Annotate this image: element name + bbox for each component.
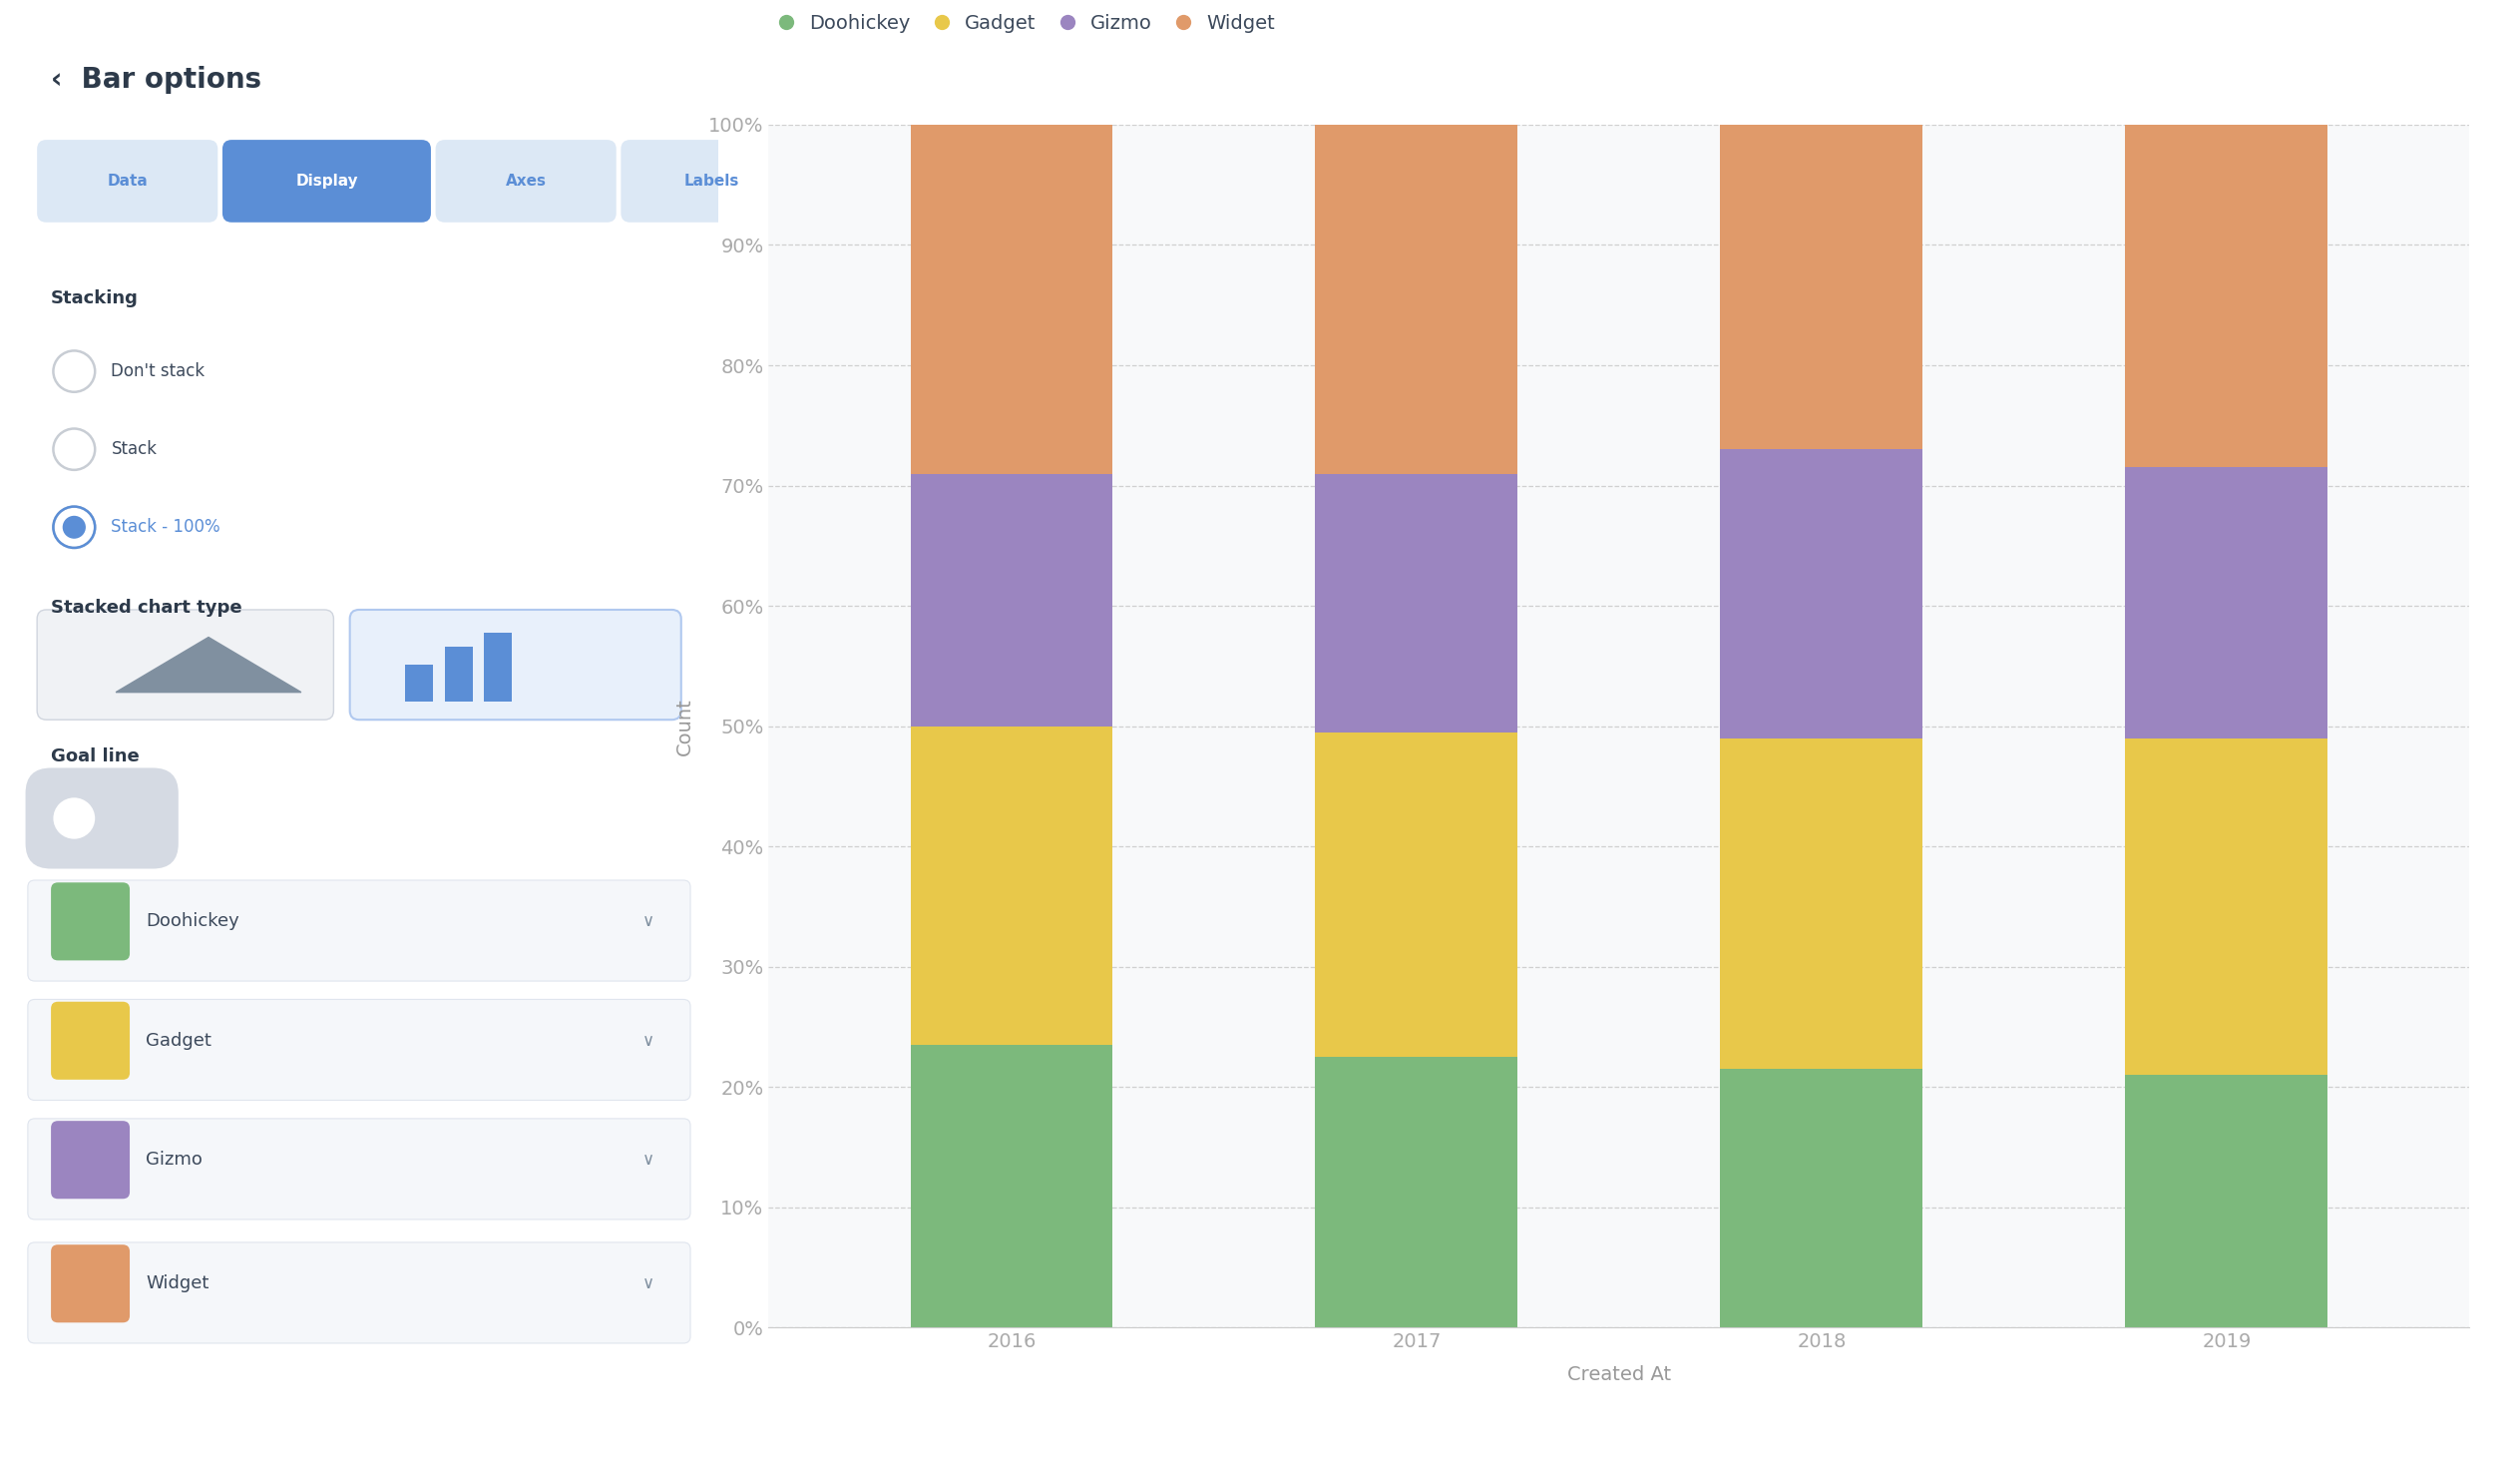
Text: Stacked chart type: Stacked chart type — [50, 599, 242, 616]
Text: Stacking: Stacking — [50, 289, 139, 307]
FancyBboxPatch shape — [350, 610, 680, 720]
Text: Axes: Axes — [507, 173, 547, 189]
Text: Gizmo: Gizmo — [146, 1152, 202, 1169]
Bar — [2124, 125, 2328, 468]
Bar — [1721, 125, 1923, 449]
FancyBboxPatch shape — [222, 139, 431, 223]
Bar — [1721, 1069, 1923, 1328]
Text: ∨: ∨ — [643, 1275, 655, 1292]
Bar — [910, 125, 1114, 474]
Text: Doohickey: Doohickey — [146, 912, 239, 930]
X-axis label: Created At: Created At — [1567, 1366, 1671, 1385]
FancyBboxPatch shape — [38, 139, 217, 223]
Text: ∨: ∨ — [643, 1152, 655, 1169]
Text: Stack - 100%: Stack - 100% — [111, 518, 222, 535]
FancyBboxPatch shape — [436, 139, 617, 223]
FancyBboxPatch shape — [25, 767, 179, 868]
Text: Gadget: Gadget — [146, 1031, 212, 1049]
FancyBboxPatch shape — [28, 1118, 690, 1219]
Bar — [1721, 449, 1923, 738]
Bar — [2124, 1075, 2328, 1328]
Text: Labels: Labels — [683, 173, 738, 189]
Y-axis label: Count: Count — [675, 697, 696, 756]
Circle shape — [63, 516, 86, 538]
FancyBboxPatch shape — [28, 999, 690, 1100]
Bar — [1315, 1056, 1517, 1328]
Bar — [2124, 738, 2328, 1075]
FancyBboxPatch shape — [50, 1244, 129, 1323]
Text: ∨: ∨ — [643, 912, 655, 930]
Text: ‹  Bar options: ‹ Bar options — [50, 66, 262, 94]
Bar — [1315, 732, 1517, 1056]
Text: Goal line: Goal line — [50, 748, 139, 766]
Bar — [1315, 474, 1517, 732]
Bar — [406, 665, 433, 701]
Text: Display: Display — [295, 173, 358, 189]
Bar — [910, 474, 1114, 726]
Legend: Doohickey, Gadget, Gizmo, Widget: Doohickey, Gadget, Gizmo, Widget — [779, 15, 1275, 34]
FancyBboxPatch shape — [50, 1002, 129, 1080]
Bar — [2124, 468, 2328, 738]
Polygon shape — [116, 637, 302, 692]
FancyBboxPatch shape — [28, 1243, 690, 1344]
FancyBboxPatch shape — [28, 880, 690, 981]
Bar — [1315, 125, 1517, 474]
FancyBboxPatch shape — [50, 883, 129, 961]
Bar — [484, 632, 512, 701]
Bar — [910, 726, 1114, 1045]
FancyBboxPatch shape — [620, 139, 801, 223]
Bar — [1721, 738, 1923, 1069]
Circle shape — [53, 798, 96, 839]
Text: Stack: Stack — [111, 440, 156, 458]
FancyBboxPatch shape — [38, 610, 333, 720]
Text: ∨: ∨ — [643, 1031, 655, 1049]
Bar — [910, 1045, 1114, 1328]
FancyBboxPatch shape — [50, 1121, 129, 1199]
Text: Don't stack: Don't stack — [111, 362, 204, 380]
Text: Data: Data — [106, 173, 149, 189]
Bar — [446, 647, 474, 701]
Text: Widget: Widget — [146, 1275, 209, 1292]
